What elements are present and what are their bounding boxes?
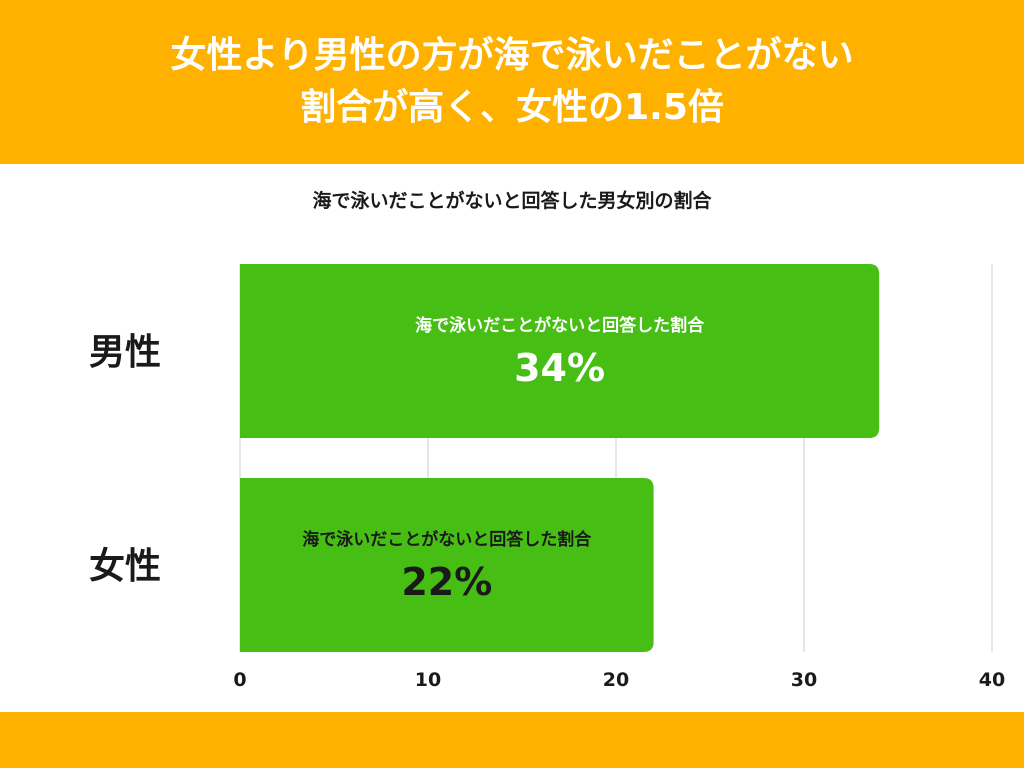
bar-description-label: 海で泳いだことがないと回答した割合 (302, 529, 592, 550)
x-tick-label: 0 (233, 669, 246, 691)
headline-line-2: 割合が高く、女性の1.5倍 (300, 87, 724, 128)
footer-band (0, 712, 1024, 768)
data-label: 22% (401, 560, 492, 604)
headline-line-1: 女性より男性の方が海で泳いだことがない (170, 35, 854, 76)
bar-chart: 0 10 20 30 40男性海で泳いだことがないと回答した割合34%女性海で泳いだこと… (89, 264, 1005, 691)
x-tick-label: 10 (415, 669, 441, 691)
bar (240, 478, 654, 652)
header-banner: 女性より男性の方が海で泳いだことがない 割合が高く、女性の1.5倍 (0, 0, 1024, 164)
bar-description-label: 海で泳いだことがないと回答した割合 (415, 315, 705, 336)
x-tick-label: 20 (603, 669, 629, 691)
category-label: 男性 (89, 332, 161, 373)
category-label: 女性 (89, 546, 161, 587)
bar (240, 264, 880, 438)
data-label: 34% (514, 346, 605, 390)
x-tick-label: 40 (979, 669, 1005, 691)
chart-title: 海で泳いだことがないと回答した男女別の割合 (312, 190, 712, 212)
x-tick-label: 30 (791, 669, 817, 691)
